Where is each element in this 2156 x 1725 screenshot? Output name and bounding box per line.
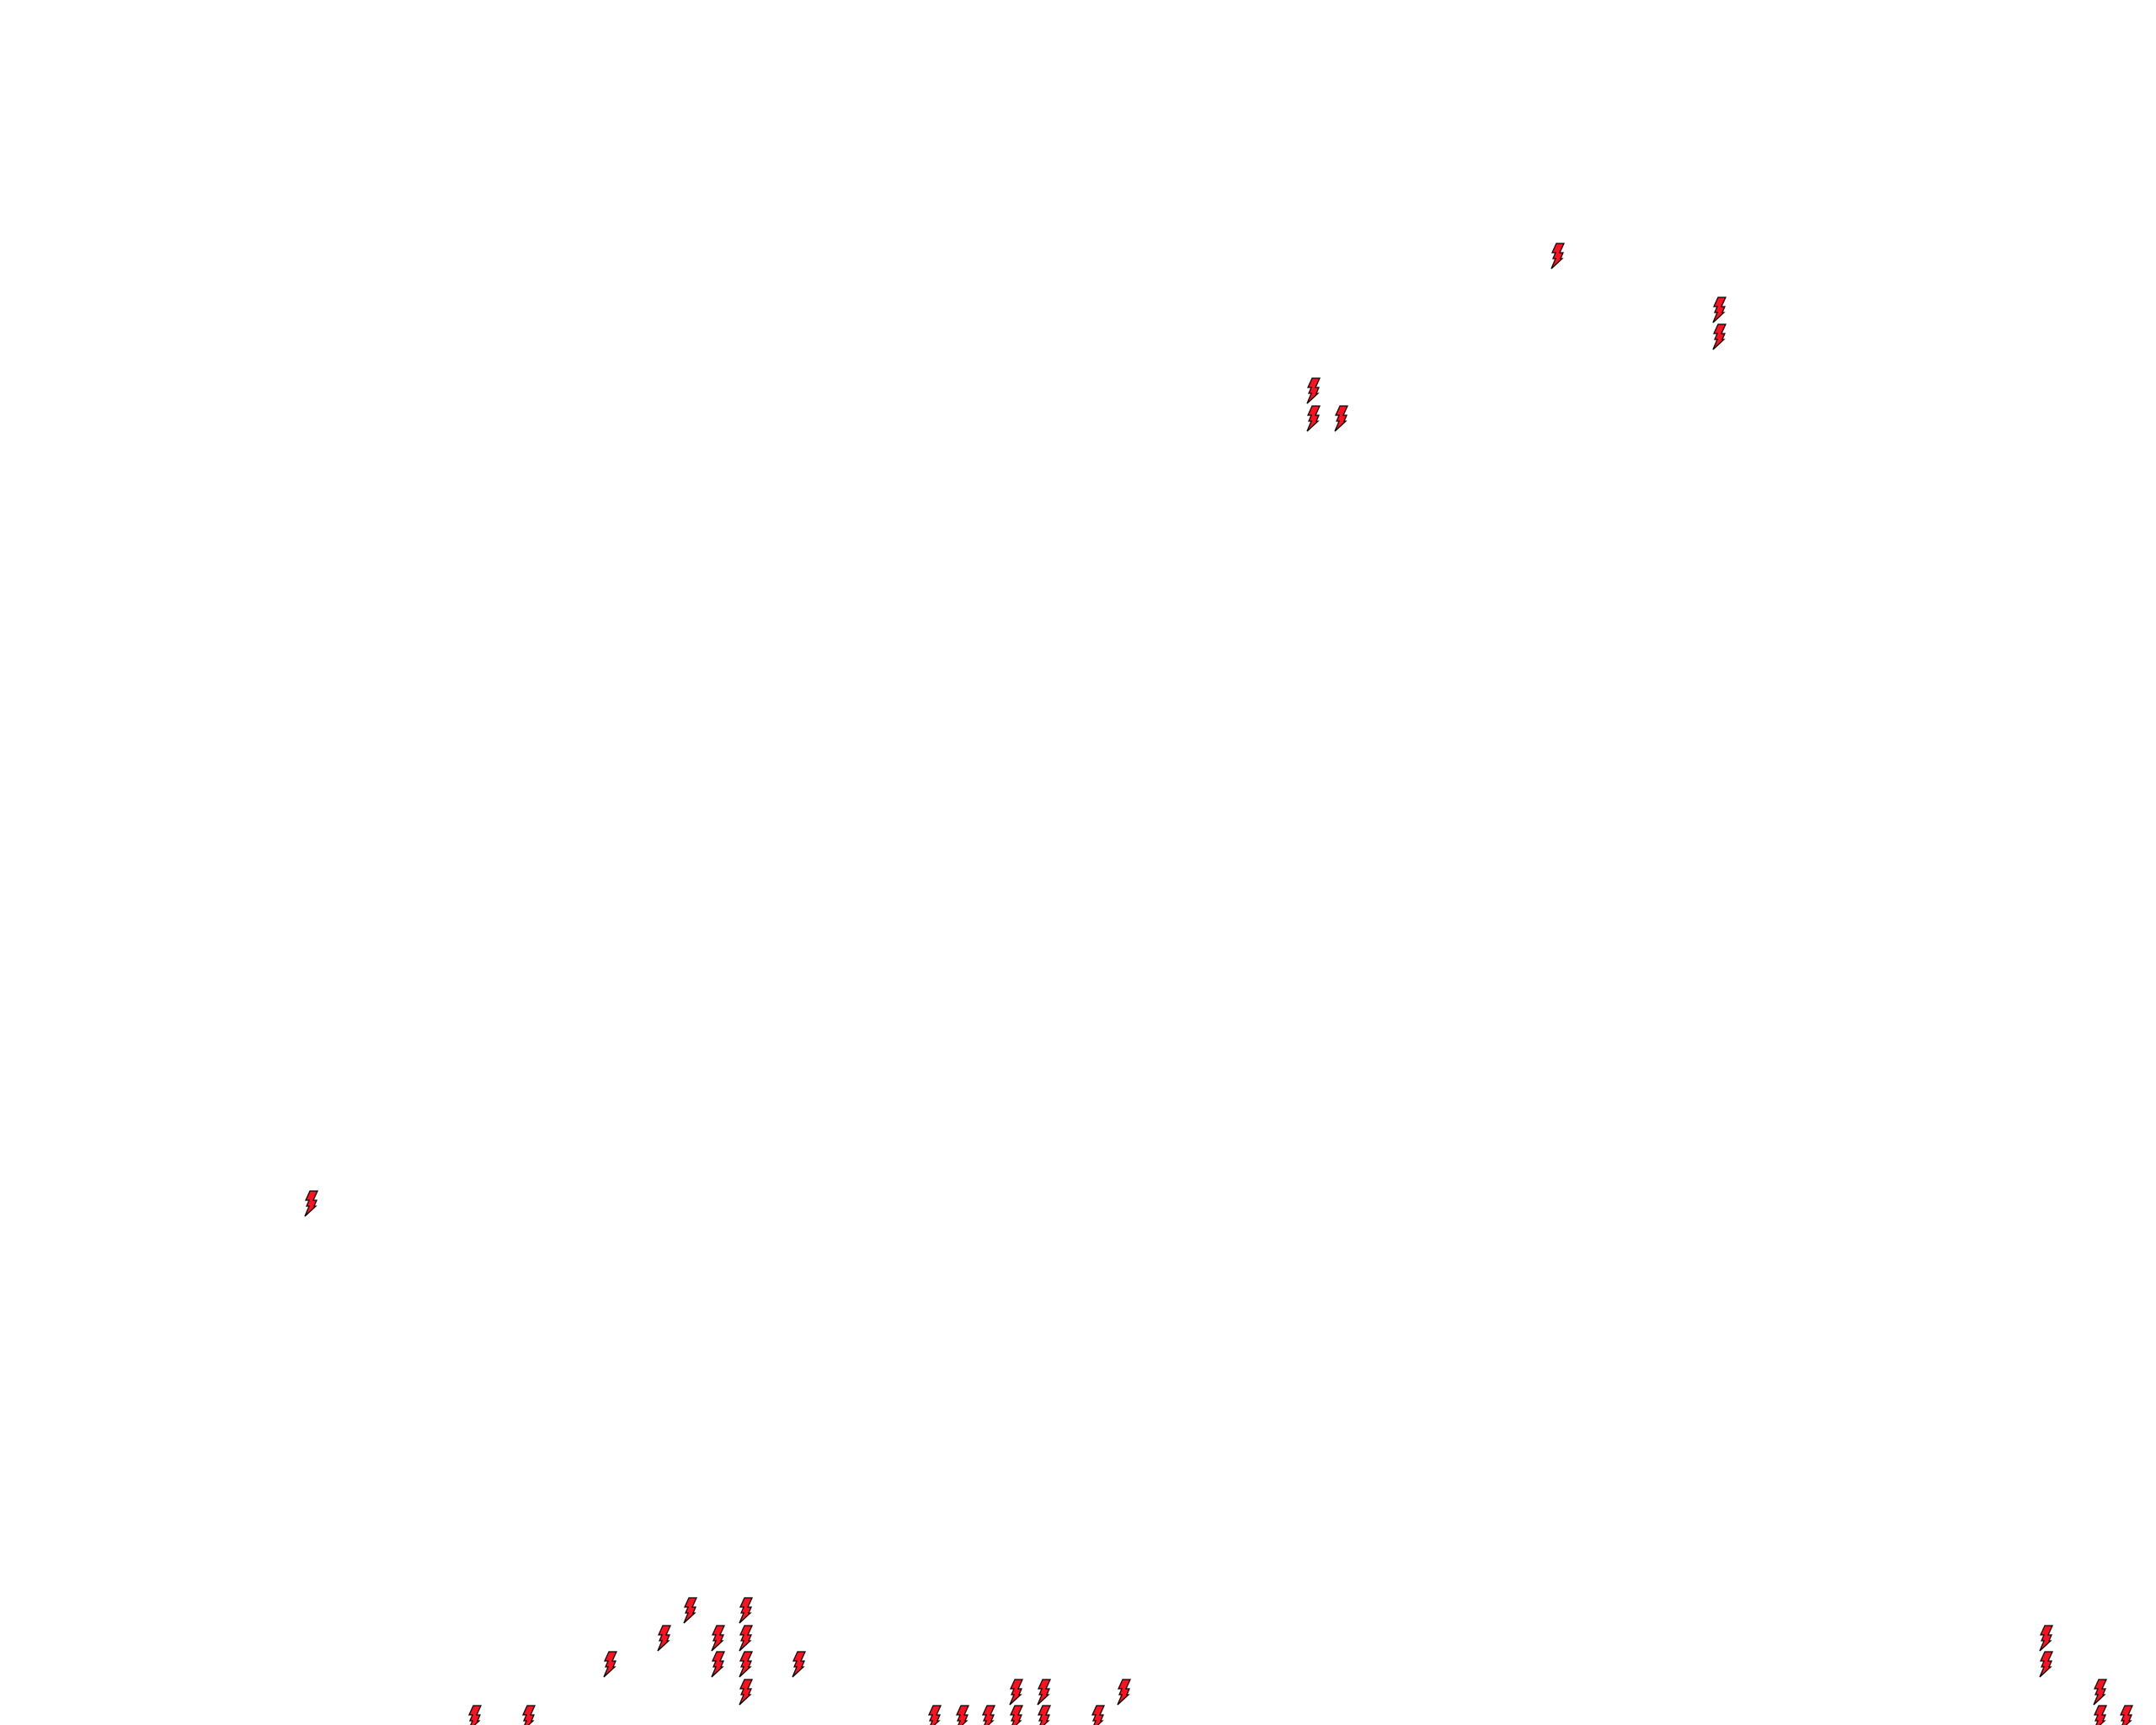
- lightning-bolt-icon[interactable]: [738, 1651, 753, 1678]
- lightning-bolt-icon[interactable]: [1036, 1705, 1051, 1725]
- lightning-bolt-icon[interactable]: [926, 1705, 942, 1725]
- lightning-bolt-icon[interactable]: [2092, 1679, 2107, 1706]
- lightning-bolt-icon[interactable]: [303, 1190, 318, 1217]
- lightning-bolt-icon[interactable]: [1711, 296, 1726, 323]
- lightning-bolt-icon[interactable]: [1333, 405, 1348, 432]
- lightning-bolt-icon[interactable]: [2118, 1705, 2133, 1725]
- lightning-bolt-icon[interactable]: [2092, 1705, 2107, 1725]
- lightning-bolt-icon[interactable]: [2038, 1651, 2053, 1678]
- lightning-bolt-icon[interactable]: [1550, 243, 1565, 270]
- lightning-bolt-icon[interactable]: [1116, 1679, 1131, 1706]
- lightning-bolt-icon[interactable]: [656, 1625, 671, 1652]
- lightning-bolt-icon[interactable]: [602, 1651, 617, 1678]
- lightning-bolt-icon[interactable]: [1008, 1705, 1023, 1725]
- lightning-bolt-icon[interactable]: [954, 1705, 969, 1725]
- lightning-bolt-icon[interactable]: [1305, 377, 1321, 404]
- lightning-bolt-icon[interactable]: [2038, 1625, 2053, 1652]
- lightning-bolt-icon[interactable]: [1711, 323, 1726, 350]
- lightning-bolt-icon[interactable]: [791, 1651, 806, 1678]
- lightning-bolt-icon[interactable]: [738, 1679, 753, 1706]
- lightning-bolt-icon[interactable]: [710, 1625, 725, 1652]
- lightning-bolt-icon[interactable]: [682, 1597, 697, 1624]
- lightning-bolt-icon[interactable]: [1008, 1679, 1023, 1706]
- lightning-bolt-icon[interactable]: [738, 1625, 753, 1652]
- lightning-bolt-icon[interactable]: [1036, 1679, 1051, 1706]
- lightning-bolt-icon[interactable]: [467, 1705, 482, 1725]
- lightning-bolt-icon[interactable]: [1305, 405, 1321, 432]
- lightning-bolt-icon[interactable]: [710, 1651, 725, 1678]
- lightning-bolt-icon[interactable]: [1090, 1705, 1105, 1725]
- lightning-bolt-icon[interactable]: [738, 1597, 753, 1624]
- lightning-bolt-icon[interactable]: [980, 1705, 995, 1725]
- lightning-bolt-icon[interactable]: [520, 1705, 536, 1725]
